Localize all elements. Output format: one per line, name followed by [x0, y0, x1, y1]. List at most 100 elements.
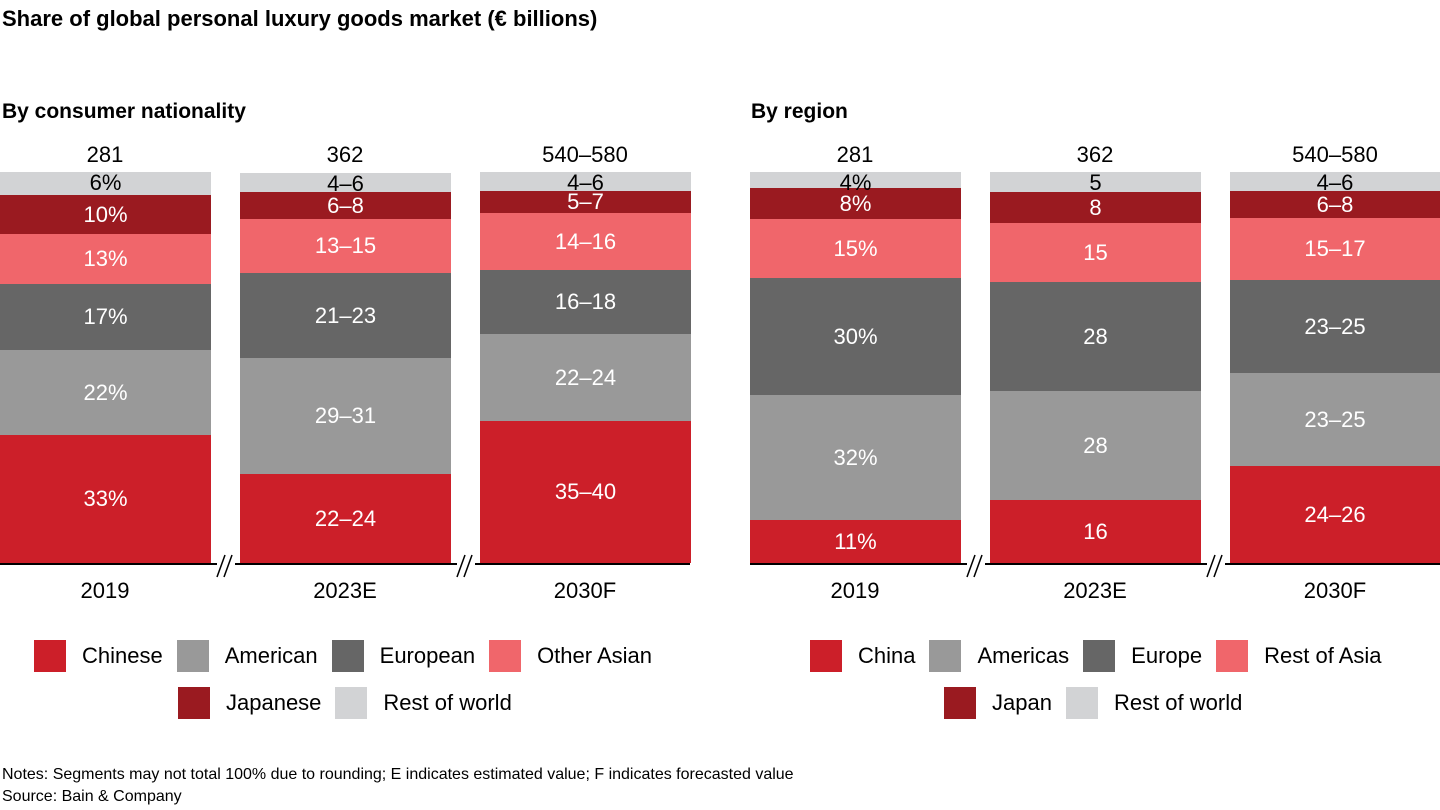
stacked-bar-2023e: 22–24 29–31 21–23 13–15 6–8 4–6 — [240, 172, 451, 563]
bar-segment-rest-of-world: 4–6 — [240, 171, 451, 196]
bar-segment-japanese: 5–7 — [480, 188, 691, 214]
x-tick-label: 2019 — [80, 578, 130, 603]
stacked-bar-2019: 33% 22% 17% 13% 10% 6% — [0, 172, 211, 563]
data-label: 16–18 — [554, 289, 617, 314]
bar-segment-european: 21–23 — [240, 273, 451, 358]
legend-label: Americas — [977, 643, 1070, 668]
x-tick-label: 2019 — [830, 578, 880, 603]
data-label: 8 — [1089, 194, 1102, 220]
bar-segment-american: 29–31 — [240, 358, 451, 474]
data-label: 28 — [1083, 432, 1108, 458]
bar-segment-japanese: 10% — [0, 195, 211, 234]
data-label: 30% — [833, 323, 878, 349]
legend-label: Rest of Asia — [1264, 643, 1382, 668]
legend-nationality-row1: Chinese American European Other Asian — [34, 640, 666, 672]
bar-segment-europe: 28 — [990, 282, 1201, 391]
bar-segment-american: 22% — [0, 350, 211, 435]
legend-swatch — [929, 640, 962, 672]
legend-label: Japan — [992, 690, 1052, 715]
legend-label: Rest of world — [1113, 690, 1243, 715]
bar-segment-rest-of-world: 4–6 — [480, 170, 691, 195]
bar-segment-americas: 28 — [990, 391, 1201, 500]
bar-segment-americas: 23–25 — [1230, 373, 1440, 466]
data-label: 5–7 — [567, 188, 604, 214]
bar-segment-japanese: 6–8 — [240, 192, 451, 219]
data-label: 23–25 — [1304, 406, 1366, 432]
legend-swatch — [1065, 687, 1098, 719]
bar-segment-europe: 30% — [750, 278, 961, 395]
bar-segment-european: 17% — [0, 284, 211, 350]
footnotes: Notes: Segments may not total 100% due t… — [2, 764, 794, 808]
bar-segment-other-asian: 13–15 — [240, 219, 451, 273]
bar-segment-japan: 8% — [750, 188, 961, 219]
axis-break-icon — [1206, 554, 1225, 578]
data-label: 15% — [833, 235, 878, 261]
x-axis-line — [750, 563, 1440, 565]
legend-swatch — [335, 687, 368, 719]
legend-label: American — [224, 643, 318, 668]
panel-title-region: By region — [751, 100, 848, 123]
bar-segment-japan: 6–8 — [1230, 191, 1440, 218]
legend-label: Chinese — [82, 643, 163, 668]
axis-break-icon — [216, 554, 235, 578]
legend-label: China — [858, 643, 916, 668]
stacked-bar-2030f: 24–26 23–25 23–25 15–17 6–8 4–6 — [1230, 172, 1440, 563]
legend-label: Europe — [1131, 643, 1203, 668]
stacked-bar-2019: 11% 32% 30% 15% 8% 4% — [750, 172, 961, 563]
bar-segment-chinese: 22–24 — [240, 474, 451, 563]
bar-total-label: 540–580 — [1292, 142, 1378, 167]
chart-title: Share of global personal luxury goods ma… — [2, 6, 598, 31]
data-label: 13–15 — [314, 233, 377, 258]
legend-swatch — [1083, 640, 1116, 672]
data-label: 15–17 — [1304, 236, 1366, 261]
data-label: 23–25 — [1304, 313, 1366, 339]
legend-swatch — [176, 640, 209, 672]
bar-total-label: 362 — [1076, 142, 1114, 167]
bar-total-label: 540–580 — [542, 142, 628, 167]
data-label: 11% — [834, 528, 877, 554]
data-label: 28 — [1083, 323, 1108, 349]
legend-swatch — [178, 687, 210, 719]
data-label: 15 — [1083, 239, 1108, 265]
data-label: 16 — [1083, 518, 1108, 544]
data-label: 6% — [89, 170, 122, 195]
bar-segment-rest-of-world: 6% — [0, 172, 211, 195]
legend-swatch — [489, 640, 522, 672]
legend-swatch — [331, 640, 364, 672]
bar-total-label: 281 — [86, 142, 124, 167]
x-tick-label: 2023E — [313, 578, 377, 603]
axis-break-icon — [456, 554, 475, 578]
data-label: 4–6 — [327, 171, 364, 196]
bar-segment-europe: 23–25 — [1230, 280, 1440, 373]
bar-segment-rest-of-world: 5 — [990, 170, 1201, 195]
source-text: Source: Bain & Company — [2, 788, 182, 805]
data-label: 6–8 — [1316, 191, 1354, 217]
axis-break-icon — [966, 554, 985, 578]
data-label: 17% — [83, 304, 128, 329]
data-label: 22–24 — [314, 505, 377, 531]
legend-label: Japanese — [226, 690, 322, 715]
data-label: 4–6 — [567, 170, 604, 195]
bar-segment-china: 16 — [990, 500, 1201, 563]
data-label: 4–6 — [1316, 170, 1354, 195]
bar-segment-american: 22–24 — [480, 334, 691, 421]
legend-swatch — [1216, 640, 1249, 672]
bar-segment-other-asian: 14–16 — [480, 213, 691, 270]
legend-swatch — [34, 640, 66, 672]
data-label: 6–8 — [327, 192, 364, 218]
stacked-bar-2030f: 35–40 22–24 16–18 14–16 5–7 4–6 — [480, 172, 691, 563]
data-label: 24–26 — [1304, 501, 1366, 527]
data-label: 4% — [839, 170, 872, 195]
data-label: 32% — [833, 444, 878, 470]
legend-region-row2: Japan Rest of world — [944, 687, 1256, 719]
data-label: 22% — [83, 379, 128, 405]
legend-label: European — [379, 643, 476, 668]
bar-segment-rest-of-asia: 15% — [750, 219, 961, 278]
legend-label: Other Asian — [537, 643, 653, 668]
data-label: 5 — [1089, 170, 1102, 195]
bar-segment-rest-of-world: 4% — [750, 172, 961, 194]
bar-segment-rest-of-asia: 15 — [990, 223, 1201, 282]
bar-segment-rest-of-asia: 15–17 — [1230, 218, 1440, 280]
legend-region-row1: China Americas Europe Rest of Asia — [810, 640, 1396, 672]
data-label: 10% — [83, 201, 128, 227]
